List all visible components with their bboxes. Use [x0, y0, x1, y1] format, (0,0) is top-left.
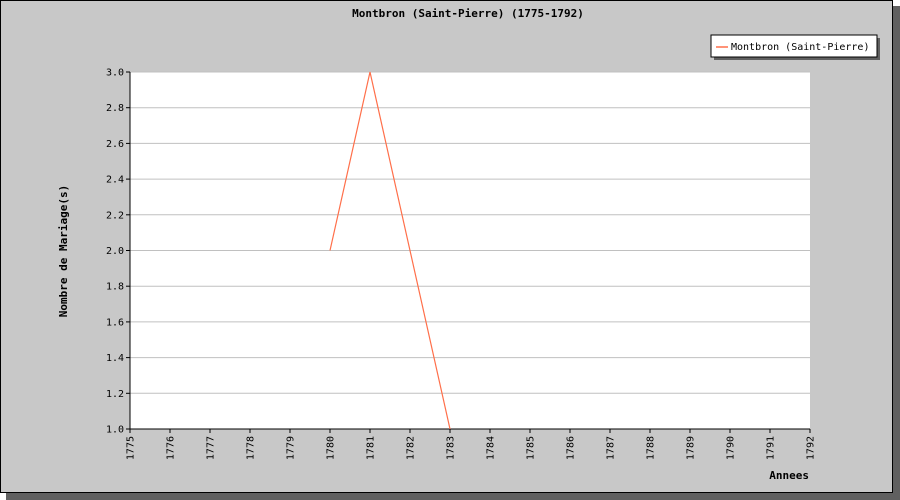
chart-title: Montbron (Saint-Pierre) (1775-1792): [352, 7, 584, 20]
y-tick-label: 1.8: [106, 282, 124, 293]
y-tick-label: 2.0: [106, 246, 124, 257]
grid-lines: [130, 71, 810, 430]
y-tick-label: 1.4: [106, 353, 124, 364]
x-axis-label: Annees: [769, 469, 809, 482]
y-tick-label: 2.8: [106, 103, 124, 114]
x-tick-label: 1779: [286, 436, 297, 460]
legend-box: [710, 34, 878, 58]
frame-shadow-right: [893, 6, 900, 500]
x-tick-label: 1781: [366, 436, 377, 460]
x-tick-label: 1786: [566, 436, 577, 460]
x-tick-label: 1785: [526, 436, 537, 460]
x-axis-ticks: 1775 1776 1777 1778 1779 1780 1781 1782 1783 1784…: [126, 429, 817, 460]
x-tick-label: 1775: [126, 436, 137, 460]
x-tick-label: 1789: [686, 436, 697, 460]
y-tick-label: 3.0: [106, 68, 124, 79]
y-tick-label: 2.2: [106, 210, 124, 221]
x-tick-label: 1780: [326, 436, 337, 460]
series-line: [329, 71, 451, 430]
x-tick-label: 1788: [646, 436, 657, 460]
x-tick-label: 1778: [246, 436, 257, 460]
x-tick-label: 1782: [406, 436, 417, 460]
series-group: [329, 71, 451, 430]
x-tick-label: 1791: [766, 436, 777, 460]
x-tick-label: 1776: [166, 436, 177, 460]
frame-shadow-bottom: [6, 493, 900, 500]
x-tick-label: 1783: [446, 436, 457, 460]
y-axis-label: Nombre de Mariage(s): [57, 185, 70, 317]
x-tick-label: 1792: [806, 436, 817, 460]
y-axis-ticks: 1.0 1.2 1.4 1.6 1.8 2.0 2.2 2.4 2.6 2.8 3.0: [106, 68, 130, 436]
y-tick-label: 2.4: [106, 175, 124, 186]
legend: Montbron (Saint-Pierre): [710, 34, 880, 60]
y-tick-label: 2.6: [106, 139, 124, 150]
y-tick-label: 1.6: [106, 317, 124, 328]
y-tick-label: 1.2: [106, 389, 124, 400]
x-tick-label: 1790: [726, 436, 737, 460]
x-tick-label: 1787: [606, 436, 617, 460]
x-tick-label: 1784: [486, 436, 497, 460]
y-tick-label: 1.0: [106, 425, 124, 436]
legend-label: Montbron (Saint-Pierre): [731, 42, 869, 53]
x-tick-label: 1777: [206, 436, 217, 460]
